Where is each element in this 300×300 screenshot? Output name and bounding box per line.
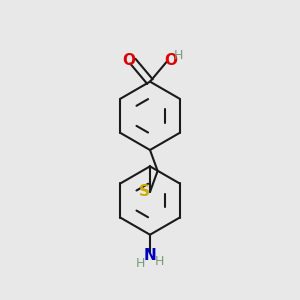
Text: N: N <box>144 248 156 263</box>
Text: O: O <box>123 53 136 68</box>
Text: H: H <box>174 49 183 62</box>
Text: H: H <box>155 255 164 268</box>
Text: H: H <box>136 257 145 270</box>
Text: O: O <box>165 53 178 68</box>
Text: S: S <box>139 184 150 200</box>
